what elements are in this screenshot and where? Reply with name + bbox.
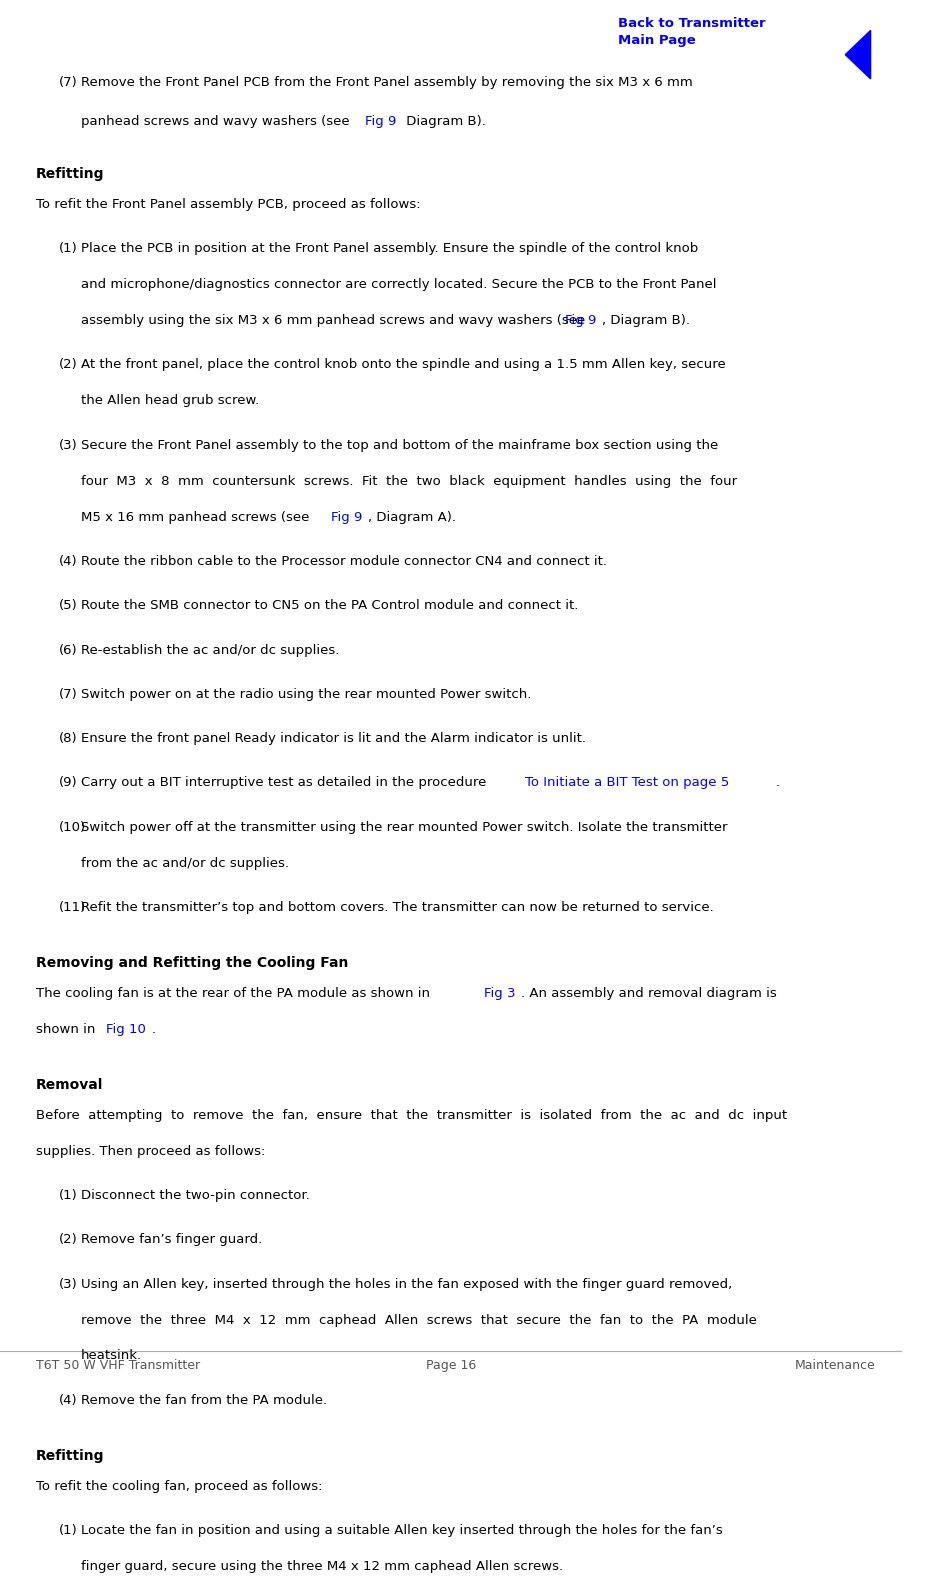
Text: Route the ribbon cable to the Processor module connector CN4 and connect it.: Route the ribbon cable to the Processor … xyxy=(82,556,608,568)
Text: (7): (7) xyxy=(59,688,78,700)
Text: Secure the Front Panel assembly to the top and bottom of the mainframe box secti: Secure the Front Panel assembly to the t… xyxy=(82,439,719,452)
Text: Fig 9: Fig 9 xyxy=(331,511,362,524)
Text: Carry out a BIT interruptive test as detailed in the procedure: Carry out a BIT interruptive test as det… xyxy=(82,777,491,790)
Text: Route the SMB connector to CN5 on the PA Control module and connect it.: Route the SMB connector to CN5 on the PA… xyxy=(82,599,578,613)
Text: Removal: Removal xyxy=(36,1078,103,1092)
Text: At the front panel, place the control knob onto the spindle and using a 1.5 mm A: At the front panel, place the control kn… xyxy=(82,358,726,371)
Text: Remove the Front Panel PCB from the Front Panel assembly by removing the six M3 : Remove the Front Panel PCB from the Fron… xyxy=(82,76,693,89)
Text: Remove the fan from the PA module.: Remove the fan from the PA module. xyxy=(82,1393,327,1407)
Text: The cooling fan is at the rear of the PA module as shown in: The cooling fan is at the rear of the PA… xyxy=(36,987,434,1000)
Text: supplies. Then proceed as follows:: supplies. Then proceed as follows: xyxy=(36,1145,265,1157)
Text: (7): (7) xyxy=(59,76,78,89)
Text: panhead screws and wavy washers (see: panhead screws and wavy washers (see xyxy=(82,115,354,127)
Text: (10): (10) xyxy=(59,821,85,834)
Text: (3): (3) xyxy=(59,439,78,452)
Text: Refitting: Refitting xyxy=(36,167,104,181)
Text: (1): (1) xyxy=(59,242,78,255)
Text: remove  the  three  M4  x  12  mm  caphead  Allen  screws  that  secure  the  fa: remove the three M4 x 12 mm caphead Alle… xyxy=(82,1313,757,1326)
Text: from the ac and/or dc supplies.: from the ac and/or dc supplies. xyxy=(82,856,289,869)
Text: (11): (11) xyxy=(59,901,86,914)
Text: finger guard, secure using the three M4 x 12 mm caphead Allen screws.: finger guard, secure using the three M4 … xyxy=(82,1560,563,1573)
Text: assembly using the six M3 x 6 mm panhead screws and wavy washers (see: assembly using the six M3 x 6 mm panhead… xyxy=(82,314,590,328)
Text: (2): (2) xyxy=(59,358,78,371)
Text: (4): (4) xyxy=(59,1393,78,1407)
Text: (8): (8) xyxy=(59,732,78,745)
Text: (6): (6) xyxy=(59,643,78,656)
Text: (1): (1) xyxy=(59,1189,78,1202)
Text: Switch power on at the radio using the rear mounted Power switch.: Switch power on at the radio using the r… xyxy=(82,688,532,700)
Text: Fig 9: Fig 9 xyxy=(365,115,397,127)
Text: heatsink.: heatsink. xyxy=(82,1350,142,1363)
Text: Back to Transmitter
Main Page: Back to Transmitter Main Page xyxy=(618,16,766,46)
Text: (2): (2) xyxy=(59,1234,78,1247)
Text: Diagram B).: Diagram B). xyxy=(402,115,486,127)
Text: (5): (5) xyxy=(59,599,78,613)
Text: Locate the fan in position and using a suitable Allen key inserted through the h: Locate the fan in position and using a s… xyxy=(82,1524,723,1536)
Text: .: . xyxy=(775,777,780,790)
Text: Before  attempting  to  remove  the  fan,  ensure  that  the  transmitter  is  i: Before attempting to remove the fan, ens… xyxy=(36,1108,787,1122)
Text: Refit the transmitter’s top and bottom covers. The transmitter can now be return: Refit the transmitter’s top and bottom c… xyxy=(82,901,714,914)
Polygon shape xyxy=(846,30,870,80)
Text: , Diagram B).: , Diagram B). xyxy=(602,314,690,328)
Text: shown in: shown in xyxy=(36,1022,100,1036)
Text: Using an Allen key, inserted through the holes in the fan exposed with the finge: Using an Allen key, inserted through the… xyxy=(82,1277,733,1291)
Text: (3): (3) xyxy=(59,1277,78,1291)
Text: (9): (9) xyxy=(59,777,78,790)
Text: Page 16: Page 16 xyxy=(426,1360,476,1372)
Text: the Allen head grub screw.: the Allen head grub screw. xyxy=(82,395,260,408)
Text: Fig 3: Fig 3 xyxy=(484,987,516,1000)
Text: Ensure the front panel Ready indicator is lit and the Alarm indicator is unlit.: Ensure the front panel Ready indicator i… xyxy=(82,732,586,745)
Text: M5 x 16 mm panhead screws (see: M5 x 16 mm panhead screws (see xyxy=(82,511,314,524)
Text: Fig 9: Fig 9 xyxy=(565,314,596,328)
Text: To refit the Front Panel assembly PCB, proceed as follows:: To refit the Front Panel assembly PCB, p… xyxy=(36,197,421,210)
Text: Switch power off at the transmitter using the rear mounted Power switch. Isolate: Switch power off at the transmitter usin… xyxy=(82,821,728,834)
Text: Place the PCB in position at the Front Panel assembly. Ensure the spindle of the: Place the PCB in position at the Front P… xyxy=(82,242,699,255)
Text: To refit the cooling fan, proceed as follows:: To refit the cooling fan, proceed as fol… xyxy=(36,1479,322,1493)
Text: Fig 10: Fig 10 xyxy=(106,1022,146,1036)
Text: , Diagram A).: , Diagram A). xyxy=(368,511,456,524)
Text: four  M3  x  8  mm  countersunk  screws.  Fit  the  two  black  equipment  handl: four M3 x 8 mm countersunk screws. Fit t… xyxy=(82,474,738,487)
Text: Re-establish the ac and/or dc supplies.: Re-establish the ac and/or dc supplies. xyxy=(82,643,339,656)
Text: (1): (1) xyxy=(59,1524,78,1536)
Text: Disconnect the two-pin connector.: Disconnect the two-pin connector. xyxy=(82,1189,310,1202)
Text: Remove fan’s finger guard.: Remove fan’s finger guard. xyxy=(82,1234,263,1247)
Text: Removing and Refitting the Cooling Fan: Removing and Refitting the Cooling Fan xyxy=(36,957,349,971)
Text: T6T 50 W VHF Transmitter: T6T 50 W VHF Transmitter xyxy=(36,1360,200,1372)
Text: Maintenance: Maintenance xyxy=(794,1360,875,1372)
Text: .: . xyxy=(152,1022,155,1036)
Text: . An assembly and removal diagram is: . An assembly and removal diagram is xyxy=(521,987,777,1000)
Text: To Initiate a BIT Test on page 5: To Initiate a BIT Test on page 5 xyxy=(525,777,729,790)
Text: and microphone/diagnostics connector are correctly located. Secure the PCB to th: and microphone/diagnostics connector are… xyxy=(82,279,717,291)
Text: Refitting: Refitting xyxy=(36,1449,104,1463)
Text: (4): (4) xyxy=(59,556,78,568)
